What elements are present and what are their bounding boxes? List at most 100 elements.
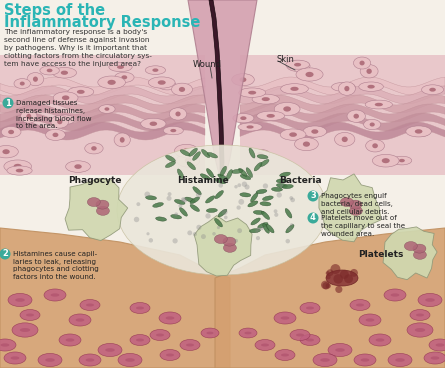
Ellipse shape — [429, 339, 445, 351]
Text: 3: 3 — [310, 191, 316, 201]
Ellipse shape — [372, 154, 399, 167]
Ellipse shape — [382, 158, 390, 163]
Ellipse shape — [107, 80, 116, 85]
Ellipse shape — [239, 328, 257, 338]
Ellipse shape — [69, 314, 91, 326]
Ellipse shape — [206, 169, 214, 178]
Ellipse shape — [179, 208, 187, 216]
Ellipse shape — [232, 74, 254, 86]
Circle shape — [181, 197, 186, 202]
Ellipse shape — [347, 110, 365, 122]
Ellipse shape — [136, 339, 144, 342]
Ellipse shape — [306, 307, 314, 309]
Ellipse shape — [258, 223, 268, 228]
Ellipse shape — [114, 72, 134, 82]
Ellipse shape — [85, 143, 103, 154]
Ellipse shape — [177, 154, 200, 167]
Circle shape — [134, 217, 139, 222]
Circle shape — [149, 238, 153, 243]
Circle shape — [287, 227, 292, 231]
Ellipse shape — [360, 64, 378, 78]
Ellipse shape — [312, 129, 318, 134]
Circle shape — [166, 196, 172, 201]
Circle shape — [136, 202, 140, 206]
Ellipse shape — [240, 116, 247, 120]
Ellipse shape — [163, 126, 183, 135]
Ellipse shape — [40, 66, 59, 75]
Ellipse shape — [413, 244, 426, 253]
Ellipse shape — [233, 113, 254, 123]
Ellipse shape — [125, 358, 135, 362]
Ellipse shape — [391, 293, 400, 297]
Circle shape — [335, 286, 342, 293]
Circle shape — [196, 192, 201, 198]
Ellipse shape — [179, 87, 185, 92]
Circle shape — [331, 264, 340, 274]
Circle shape — [340, 270, 349, 279]
Ellipse shape — [13, 164, 22, 169]
Ellipse shape — [232, 169, 243, 173]
Ellipse shape — [158, 81, 176, 90]
Ellipse shape — [178, 169, 184, 179]
Ellipse shape — [65, 338, 74, 342]
Ellipse shape — [425, 298, 435, 302]
Ellipse shape — [141, 118, 166, 129]
Circle shape — [307, 212, 319, 223]
Ellipse shape — [105, 107, 109, 111]
Ellipse shape — [239, 88, 266, 98]
Ellipse shape — [286, 224, 294, 233]
Ellipse shape — [274, 102, 300, 116]
Ellipse shape — [114, 133, 130, 147]
Ellipse shape — [200, 174, 210, 180]
Circle shape — [237, 228, 242, 233]
Circle shape — [289, 196, 293, 200]
Ellipse shape — [239, 168, 247, 176]
Ellipse shape — [54, 115, 75, 125]
Ellipse shape — [392, 156, 412, 165]
Ellipse shape — [145, 66, 166, 74]
Text: Bacteria: Bacteria — [279, 176, 321, 185]
Ellipse shape — [53, 132, 58, 137]
Ellipse shape — [98, 76, 125, 89]
Ellipse shape — [255, 340, 275, 350]
Ellipse shape — [320, 358, 330, 362]
Ellipse shape — [253, 210, 264, 215]
Ellipse shape — [68, 87, 94, 97]
Ellipse shape — [424, 352, 445, 364]
Polygon shape — [383, 227, 437, 280]
Ellipse shape — [186, 343, 194, 347]
Ellipse shape — [166, 316, 174, 320]
Ellipse shape — [366, 68, 372, 74]
Ellipse shape — [281, 316, 289, 320]
Ellipse shape — [59, 334, 81, 346]
Ellipse shape — [15, 298, 25, 302]
Polygon shape — [240, 104, 445, 122]
Ellipse shape — [171, 215, 182, 219]
Ellipse shape — [26, 314, 34, 316]
Text: Platelets move out of
the capillary to seal the
wounded area.: Platelets move out of the capillary to s… — [321, 215, 405, 237]
Ellipse shape — [33, 77, 38, 82]
Ellipse shape — [405, 241, 417, 251]
Ellipse shape — [300, 302, 320, 314]
Circle shape — [290, 223, 293, 226]
Ellipse shape — [247, 125, 254, 129]
Ellipse shape — [171, 83, 192, 96]
Ellipse shape — [276, 179, 287, 183]
Ellipse shape — [223, 243, 236, 252]
Ellipse shape — [360, 61, 364, 66]
Ellipse shape — [375, 103, 383, 106]
Circle shape — [212, 232, 216, 236]
Ellipse shape — [421, 85, 444, 95]
Circle shape — [205, 213, 210, 219]
Ellipse shape — [189, 148, 198, 156]
Ellipse shape — [285, 209, 292, 218]
Ellipse shape — [283, 106, 291, 112]
Ellipse shape — [45, 129, 65, 141]
Polygon shape — [0, 104, 205, 122]
Text: Skin: Skin — [276, 55, 294, 64]
Ellipse shape — [429, 88, 436, 92]
Circle shape — [286, 239, 290, 243]
Polygon shape — [194, 216, 252, 276]
Ellipse shape — [2, 149, 10, 154]
Ellipse shape — [271, 187, 283, 191]
